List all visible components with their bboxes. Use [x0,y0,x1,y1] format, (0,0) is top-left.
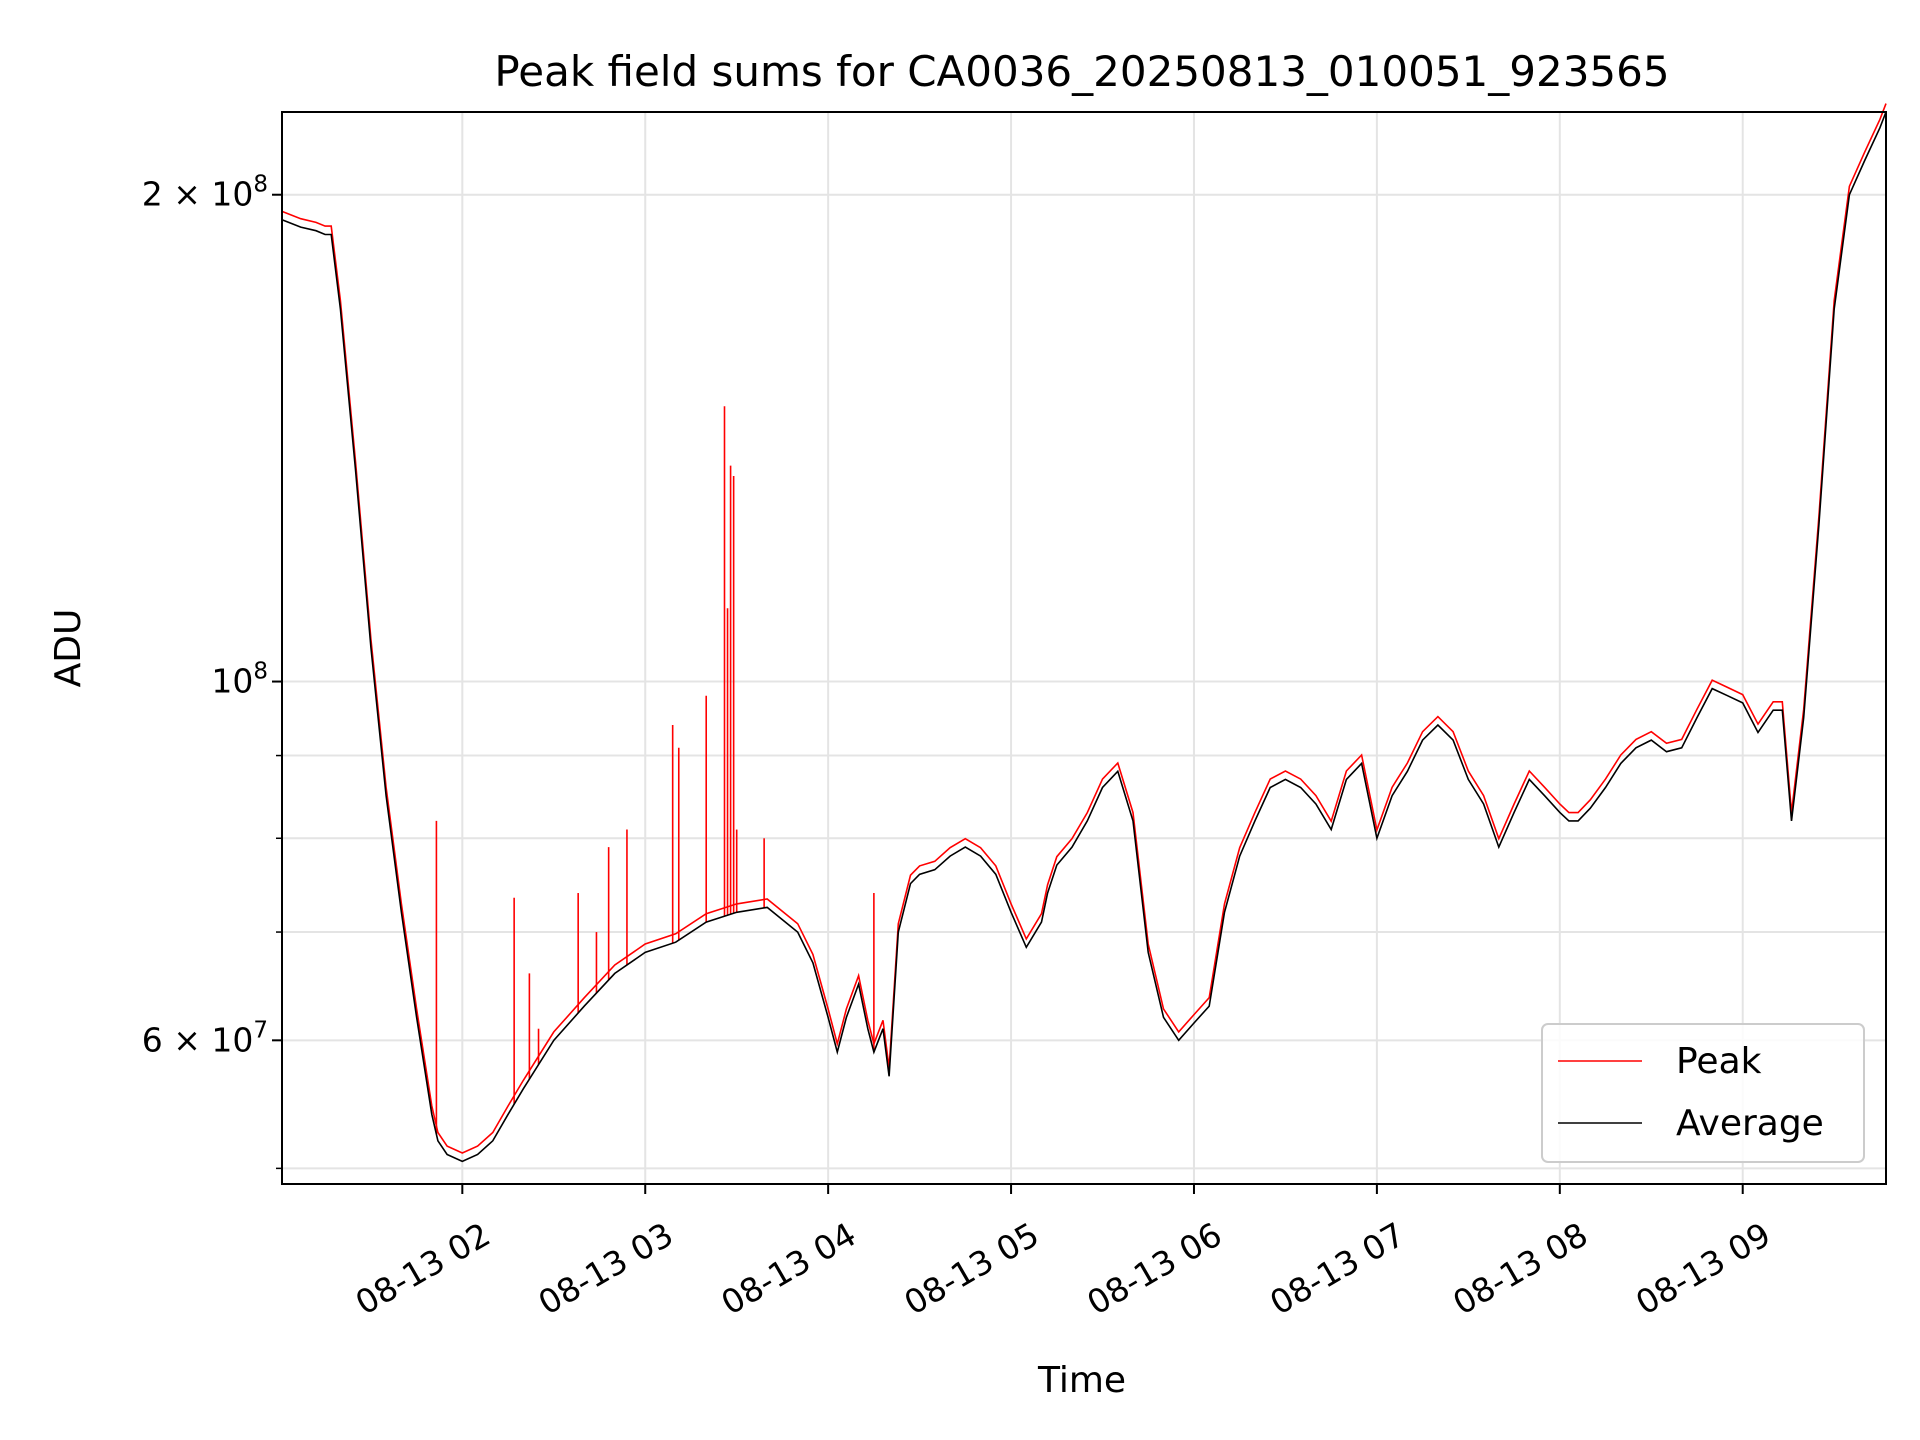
series-line-average [281,111,1887,1163]
y-tick-label: 6 × 107 [142,1017,268,1059]
legend-label-average: Average [1676,1103,1824,1144]
chart-title: Peak field sums for CA0036_20250813_0100… [494,47,1669,96]
y-axis: 6 × 107 108 2 × 108 [142,172,282,1170]
y-axis-label: ADU [48,609,89,688]
y-tick-label: 108 [211,659,268,701]
legend-label-peak: Peak [1676,1041,1762,1082]
legend-box [1541,1023,1865,1163]
legend: Peak Average [1541,1023,1865,1163]
plot-frame [281,111,1887,1185]
grid-lines [282,112,1886,1184]
x-axis-label: Time [1037,1360,1126,1401]
series-lines [281,103,1887,1163]
series-line-peak [281,103,1887,1154]
y-tick-label: 2 × 108 [142,172,268,214]
